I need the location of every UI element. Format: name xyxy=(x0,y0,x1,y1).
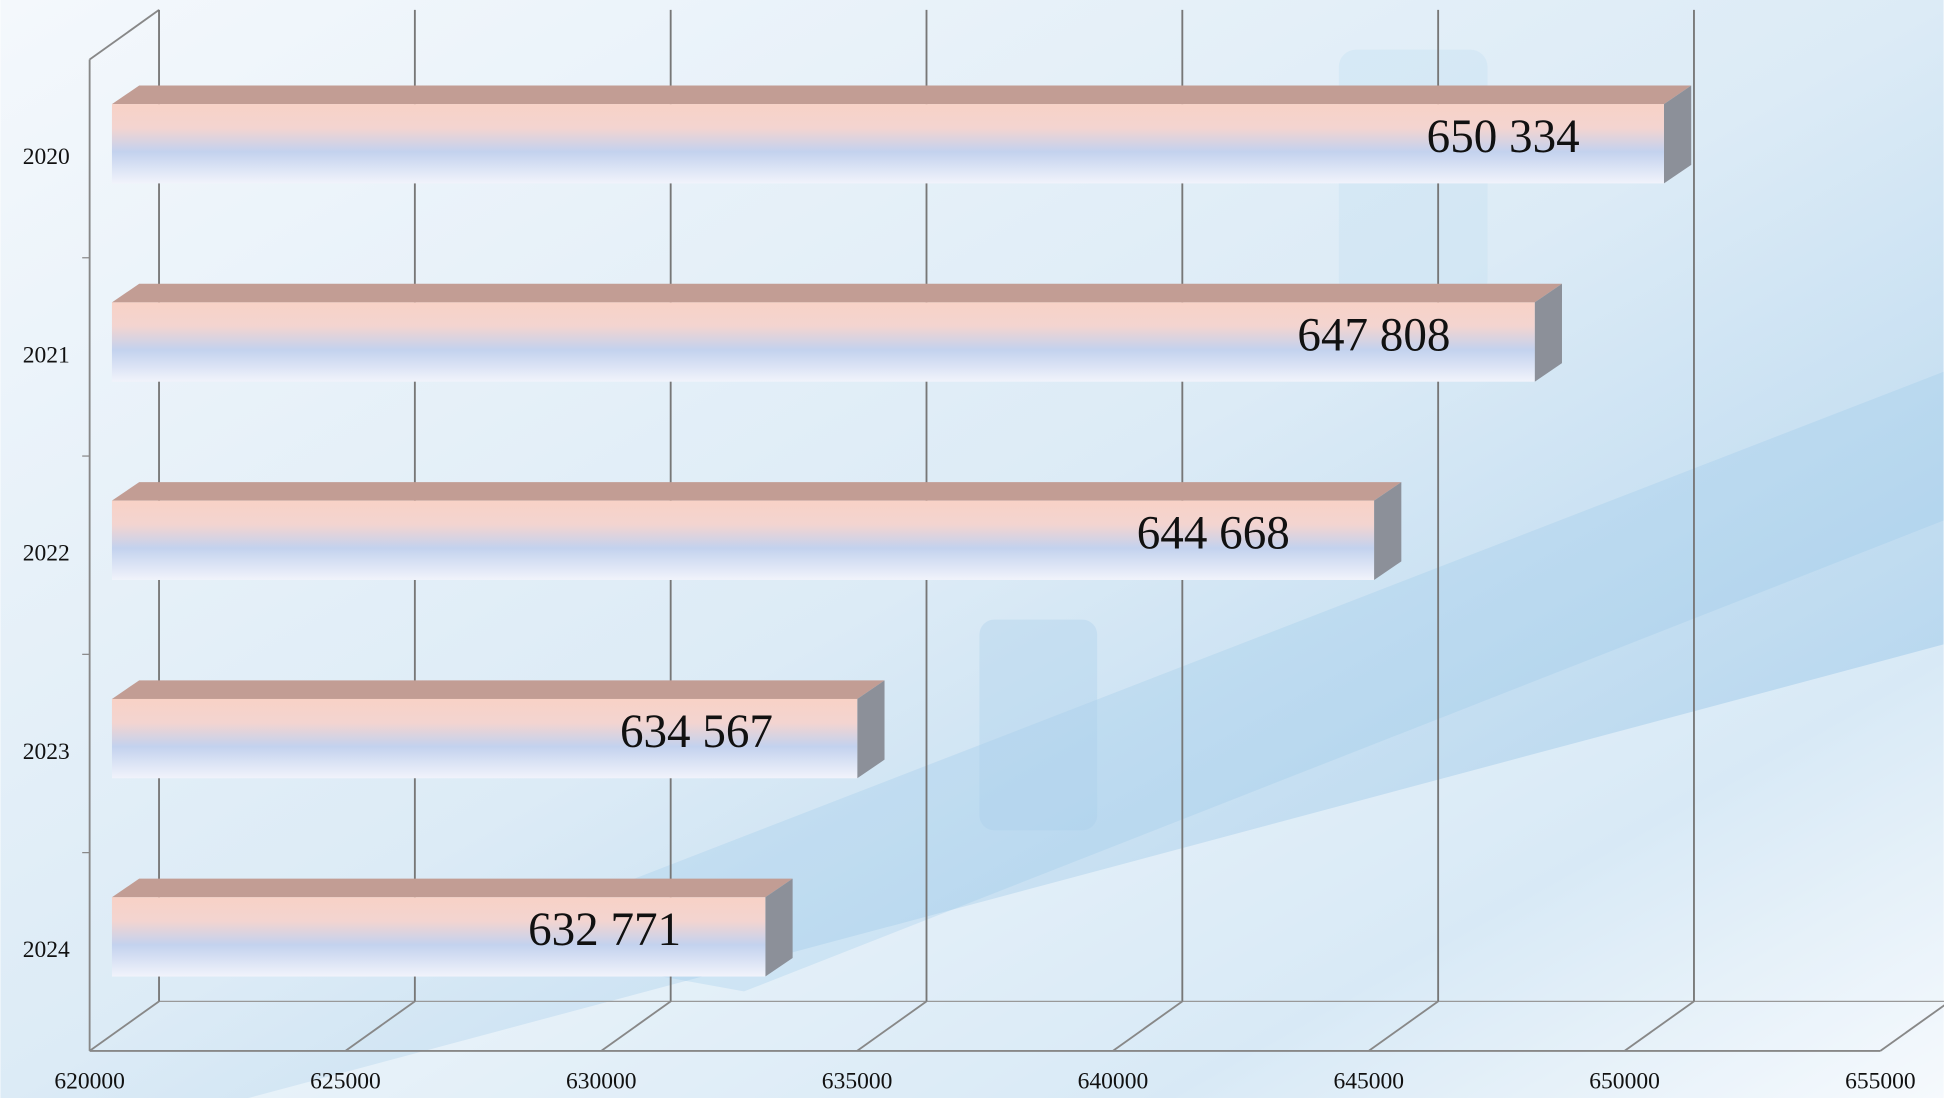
bar-top xyxy=(111,482,1402,501)
floor-grid-line xyxy=(1368,1000,1439,1052)
bar-front xyxy=(111,104,1664,184)
floor-grid-line xyxy=(856,1000,928,1052)
bar xyxy=(111,482,1402,580)
axes xyxy=(82,9,1944,1052)
value-label: 650 334 xyxy=(1427,111,1580,163)
background-shape xyxy=(471,371,1944,992)
floor-grid-line xyxy=(89,1000,160,1052)
y-tick-label: 2021 xyxy=(23,342,70,368)
bar xyxy=(111,680,885,779)
bar-side xyxy=(1663,85,1692,184)
y-tick-label: 2020 xyxy=(23,144,70,170)
x-tick-label: 645000 xyxy=(1333,1069,1404,1095)
bar xyxy=(111,878,793,977)
bar-side xyxy=(1534,283,1562,382)
bar-side xyxy=(1374,482,1402,580)
x-tick-label: 620000 xyxy=(54,1069,125,1095)
bar-front xyxy=(111,897,766,977)
axis-edge xyxy=(89,9,160,61)
y-tick-label: 2023 xyxy=(23,739,70,765)
background-shape xyxy=(979,619,1098,831)
value-label: 632 771 xyxy=(528,904,681,956)
x-tick-label: 655000 xyxy=(1845,1069,1916,1095)
bar-side xyxy=(765,878,793,977)
floor-grid-line xyxy=(1624,1000,1695,1052)
floor-grid-line xyxy=(1112,1000,1183,1052)
value-label: 644 668 xyxy=(1137,508,1290,560)
bar-side xyxy=(857,680,885,779)
x-tick-label: 640000 xyxy=(1078,1069,1149,1095)
value-label: 634 567 xyxy=(620,706,773,758)
floor-grid-line xyxy=(344,1000,416,1052)
x-tick-label: 650000 xyxy=(1589,1069,1660,1095)
value-label: 647 808 xyxy=(1297,309,1450,361)
y-tick-label: 2024 xyxy=(23,937,70,963)
bar xyxy=(111,85,1692,184)
x-tick-label: 630000 xyxy=(566,1069,637,1095)
background-shape xyxy=(248,644,1944,1098)
x-tick-label: 635000 xyxy=(822,1069,893,1095)
bar-top xyxy=(111,283,1562,303)
bar xyxy=(111,283,1562,382)
floor-grid-line xyxy=(600,1000,672,1052)
floor-grid-line xyxy=(1879,1004,1944,1052)
bar-front xyxy=(111,500,1375,580)
bar-front xyxy=(111,302,1535,382)
bar-top xyxy=(111,680,885,699)
bar-top xyxy=(111,878,793,898)
y-tick-label: 2022 xyxy=(23,541,70,567)
x-tick-label: 625000 xyxy=(310,1069,381,1095)
bar-top xyxy=(111,85,1692,105)
bar-front xyxy=(111,698,858,779)
